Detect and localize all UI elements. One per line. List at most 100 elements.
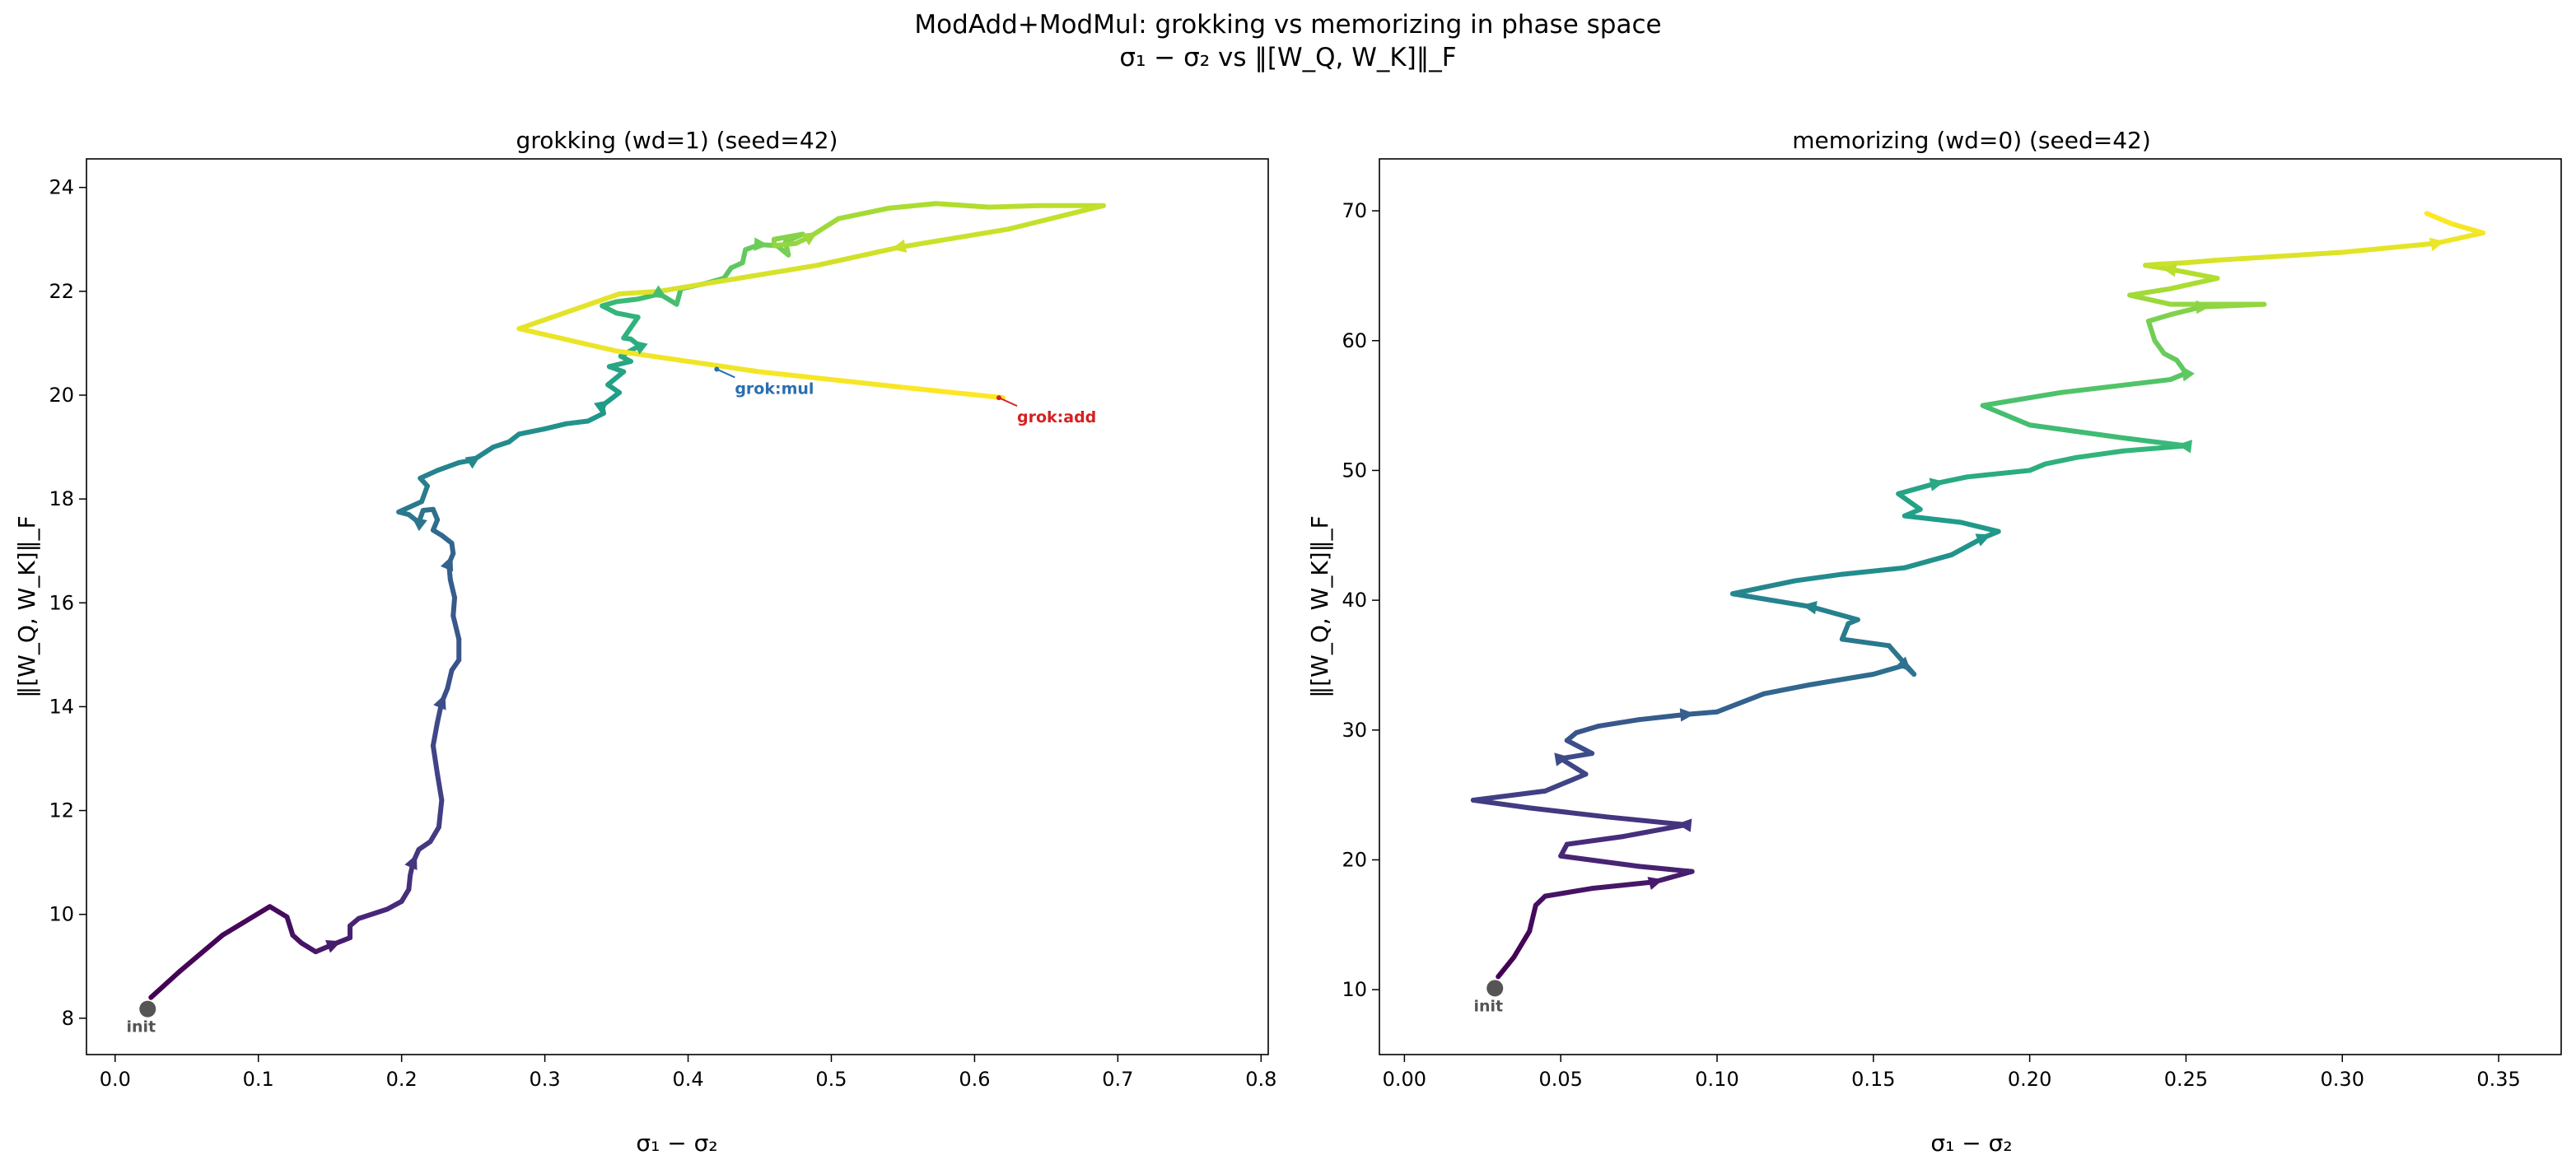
panel-grokking-trajectory-segment (284, 914, 296, 938)
panel-grokking-direction-arrow (593, 400, 610, 415)
panel-memorizing-trajectory-segment (1558, 756, 1589, 777)
panel-grokking-trajectory-segment (897, 226, 1012, 250)
panel-memorizing-xtick-label: 0.05 (1538, 1068, 1582, 1091)
panel-memorizing-trajectory-segment (2027, 461, 2048, 473)
panel-grokking-trajectory-segment (516, 326, 619, 354)
panel-memorizing-trajectory-segment (1715, 691, 1766, 715)
panel-memorizing-direction-arrow (2181, 366, 2195, 382)
panel-grokking-ytick-label: 12 (49, 799, 74, 822)
panel-grokking-ytick-label: 16 (49, 591, 74, 614)
panel-memorizing-direction-arrow (1679, 708, 1695, 722)
panel-memorizing-trajectory-segment (2183, 257, 2220, 266)
panel-grokking-direction-arrow (801, 231, 818, 246)
panel-memorizing-trajectory-segment (2121, 435, 2189, 449)
panel-memorizing-trajectory-segment (1964, 468, 2032, 480)
panel-memorizing-ytick-label: 30 (1342, 719, 1367, 742)
panel-memorizing-trajectory-segment (2127, 292, 2173, 307)
panel-grokking-trajectory-segment (1006, 203, 1106, 232)
panel-memorizing-trajectory-segment (1958, 519, 2001, 534)
panel-memorizing-trajectory-segment (1839, 621, 1851, 642)
panel-grokking-trajectory-segment (430, 720, 441, 748)
panel-memorizing-ytick-label: 50 (1342, 459, 1367, 482)
panel-grokking-annotation-label: grok:mul (735, 380, 814, 398)
panel-memorizing-trajectory-segment (2145, 319, 2158, 343)
panel-memorizing-trajectory-segment (1896, 481, 1939, 496)
panel-memorizing-init-marker (1486, 980, 1504, 997)
panel-grokking-trajectory-segment (814, 245, 903, 268)
panel-grokking-ytick-label: 8 (62, 1007, 74, 1030)
panel-grokking-trajectory-segment (148, 969, 183, 1000)
panel-memorizing-trajectory-segment (1527, 805, 1611, 820)
panel-memorizing-trajectory-segment (2340, 240, 2439, 255)
figure-title-line2: σ₁ − σ₂ vs ‖[W_Q, W_K]‖_F (1119, 43, 1456, 72)
panel-grokking-init-marker (139, 1000, 156, 1018)
panel-grokking-direction-arrow (891, 239, 908, 253)
panel-memorizing-trajectory-segment (1761, 682, 1813, 696)
panel-memorizing-trajectory-segment (1839, 565, 1907, 577)
panel-memorizing-trajectory (1470, 211, 2486, 980)
panel-memorizing-trajectory-segment (2027, 422, 2126, 441)
panel-memorizing-trajectory-segment (2143, 261, 2164, 268)
panel-memorizing-trajectory-segment (1496, 954, 1517, 980)
panel-memorizing-frame (1379, 158, 2562, 1055)
panel-grokking-trajectory-segment (427, 824, 441, 845)
panel-grokking-trajectory-segment (516, 426, 548, 437)
panel-memorizing-trajectory-segment (1605, 814, 1689, 827)
panel-memorizing-trajectory-segment (1542, 886, 1595, 899)
panel-memorizing-trajectory-segment (2058, 377, 2173, 395)
panel-memorizing-trajectory-segment (1558, 853, 1642, 869)
panel-memorizing-trajectory-segment (2158, 260, 2189, 267)
panel-grokking-trajectory-segment (605, 369, 627, 388)
panel-memorizing-trajectory-segment (1948, 535, 1986, 557)
panel-memorizing-trajectory-segment (2168, 267, 2220, 282)
panel-grokking-direction-arrow (411, 516, 427, 532)
panel-grokking-trajectory-segment (585, 411, 606, 424)
panel-memorizing-ylabel: ‖[W_Q, W_K]‖_F (1306, 515, 1333, 698)
panel-memorizing-direction-arrow (1554, 752, 1570, 766)
panel-memorizing-trajectory-segment (2424, 211, 2455, 226)
panel-grokking-xtick-label: 0.4 (672, 1068, 703, 1091)
panel-grokking-direction-arrow (440, 555, 454, 572)
panel-grokking-trajectory-segment (220, 904, 273, 938)
panel-memorizing-trajectory-segment (2042, 454, 2079, 467)
panel-grokking-trajectory-segment (267, 904, 290, 920)
panel-grokking-trajectory-segment (490, 439, 512, 450)
panel-grokking-annotation-pointer (716, 368, 735, 379)
panel-grokking-trajectory-segment (435, 771, 445, 803)
panel-memorizing-direction-arrow (2177, 440, 2193, 454)
panel-memorizing-title: memorizing (wd=0) (seed=42) (1792, 127, 2151, 154)
panel-grokking-trajectory-segment (356, 906, 390, 921)
panel-memorizing-plot-area: init (1470, 211, 2486, 1015)
panel-memorizing-trajectory-segment (2127, 286, 2173, 298)
panel-grokking-trajectory-segment (757, 369, 906, 390)
panel-grokking-direction-arrow (404, 854, 418, 871)
panel-memorizing-trajectory-segment (2214, 249, 2345, 263)
panel-memorizing-xtick-label: 0.35 (2476, 1068, 2520, 1091)
panel-memorizing-direction-arrow (1802, 600, 1818, 615)
panel-memorizing-trajectory-segment (2074, 448, 2126, 460)
panel-grokking-xtick-label: 0.7 (1102, 1068, 1133, 1091)
panel-grokking-trajectory-segment (933, 201, 992, 210)
panel-memorizing-init-label: init (1473, 997, 1503, 1015)
panel-memorizing-trajectory-segment (1589, 879, 1658, 892)
panel-memorizing-trajectory-segment (2145, 312, 2173, 324)
panel-grokking-annotation-point (996, 395, 1001, 401)
panel-grokking-trajectory-segment (836, 205, 892, 221)
panel-grokking-trajectory-segment (617, 288, 662, 296)
panel-grokking-trajectory-segment (600, 299, 619, 309)
panel-memorizing-direction-arrow (1929, 477, 1945, 491)
panel-memorizing-trajectory-segment (1839, 636, 1892, 649)
panel-memorizing-direction-arrow (2161, 263, 2177, 277)
panel-grokking-trajectory-segment (900, 384, 1006, 401)
panel-memorizing-trajectory-segment (1792, 571, 1845, 584)
panel-memorizing-trajectory-segment (1564, 738, 1595, 757)
panel-grokking-trajectory-segment (771, 240, 798, 249)
panel-grokking-trajectory (148, 201, 1106, 1000)
panel-grokking-xtick-label: 0.2 (386, 1068, 418, 1091)
panel-memorizing-xtick-label: 0.10 (1695, 1068, 1738, 1091)
panel-grokking-trajectory-segment (886, 201, 939, 211)
panel-memorizing-trajectory-segment (1902, 552, 1954, 571)
panel-memorizing-direction-arrow (1677, 818, 1692, 832)
panel-memorizing-xtick-label: 0.00 (1383, 1068, 1426, 1091)
